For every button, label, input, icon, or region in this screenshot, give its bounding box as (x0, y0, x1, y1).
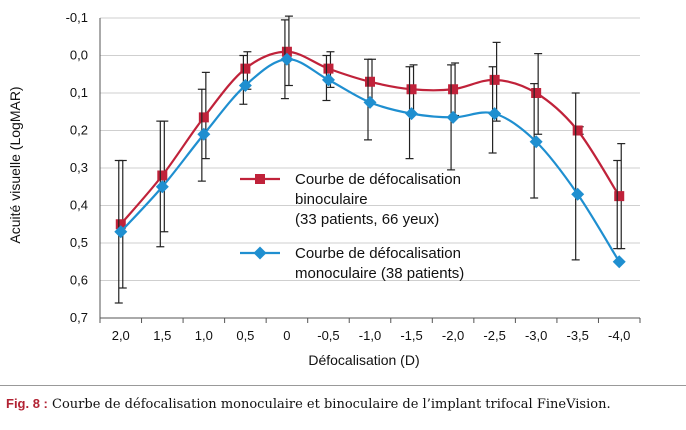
x-tick-label: -3,0 (525, 328, 547, 343)
figure-caption-label: Fig. 8 : (6, 396, 48, 411)
data-point (572, 125, 583, 136)
x-tick-label: 2,0 (112, 328, 130, 343)
data-point (488, 107, 502, 121)
y-tick-label: 0,7 (70, 310, 88, 325)
x-tick-label: -2,5 (483, 328, 505, 343)
data-point (280, 52, 294, 66)
legend-label: Courbe de défocalisation (295, 171, 461, 188)
x-tick-label: 0 (283, 328, 290, 343)
legend-label: binoculaire (295, 191, 368, 208)
y-tick-label: 0,5 (70, 235, 88, 250)
legend-entry: Courbe de défocalisation monoculaire (38 … (240, 245, 464, 282)
legend-label: Courbe de défocalisation (295, 245, 461, 262)
data-point (446, 110, 460, 124)
x-tick-label: -1,5 (400, 328, 422, 343)
y-tick-label: -0,1 (66, 10, 88, 25)
legend-entry: Courbe de défocalisation binoculaire (33 p… (240, 171, 461, 228)
data-point (365, 76, 375, 87)
legend-label: monoculaire (38 patients) (295, 265, 464, 282)
x-tick-label: -2,0 (442, 328, 464, 343)
data-point (363, 95, 377, 109)
legend-marker (253, 246, 267, 260)
y-tick-label: 0,1 (70, 85, 88, 100)
figure-caption: Fig. 8 : Courbe de défocalisation monocu… (6, 396, 682, 412)
legend-label: (33 patients, 66 yeux) (295, 211, 439, 228)
data-point (448, 84, 459, 95)
figure-caption-text: Courbe de défocalisation monoculaire et … (47, 397, 611, 412)
x-axis-title: Défocalisation (D) (308, 352, 419, 368)
data-point (406, 84, 417, 95)
x-tick-label: -4,0 (608, 328, 630, 343)
data-point (157, 170, 168, 181)
data-point (531, 88, 542, 98)
y-tick-label: 0,4 (70, 198, 88, 213)
data-point (155, 180, 169, 194)
y-axis-title: Acuité visuelle (LogMAR) (7, 86, 23, 243)
legend-marker (255, 174, 265, 184)
x-tick-label: 1,0 (195, 328, 213, 343)
data-point (114, 225, 128, 239)
series-layer (114, 15, 626, 304)
caption-divider (0, 385, 686, 386)
data-point (321, 73, 335, 87)
x-tick-label: -3,5 (566, 328, 588, 343)
data-point (405, 107, 419, 121)
legend: Courbe de défocalisation binoculaire (33 p… (240, 171, 464, 282)
series-line (119, 58, 621, 263)
y-tick-label: 0,3 (70, 160, 88, 175)
x-tick-label: 1,5 (153, 328, 171, 343)
y-tick-label: 0,6 (70, 273, 88, 288)
data-point (238, 79, 252, 92)
axes (99, 18, 641, 323)
data-point (281, 46, 292, 57)
x-tick-label: -0,5 (317, 328, 339, 343)
data-point (197, 127, 211, 141)
data-point (612, 255, 626, 269)
series-monocular (114, 19, 626, 304)
defocus-curve-chart: -0,1 0,0 0,1 0,2 0,3 0,4 0,5 0,6 0,7 2,0 1,5 1,0 0,… (7, 10, 641, 368)
data-point (198, 112, 209, 123)
x-tick-label: -1,0 (359, 328, 381, 343)
data-point (529, 135, 543, 149)
grid-lines (100, 17, 640, 281)
data-point (614, 191, 625, 202)
y-tick-label: 0,2 (70, 123, 88, 138)
y-tick-label: 0,0 (70, 48, 88, 63)
data-point (489, 74, 500, 85)
data-point (323, 63, 334, 74)
x-tick-labels: 2,0 1,5 1,0 0,5 0 -0,5 -1,0 -1,5 -2,0 -2,5 -3,0 -3,… (112, 328, 631, 343)
data-point (115, 219, 126, 230)
data-point (240, 63, 251, 74)
data-point (571, 187, 585, 201)
y-tick-labels: -0,1 0,0 0,1 0,2 0,3 0,4 0,5 0,6 0,7 (66, 10, 88, 325)
x-tick-label: 0,5 (236, 328, 254, 343)
